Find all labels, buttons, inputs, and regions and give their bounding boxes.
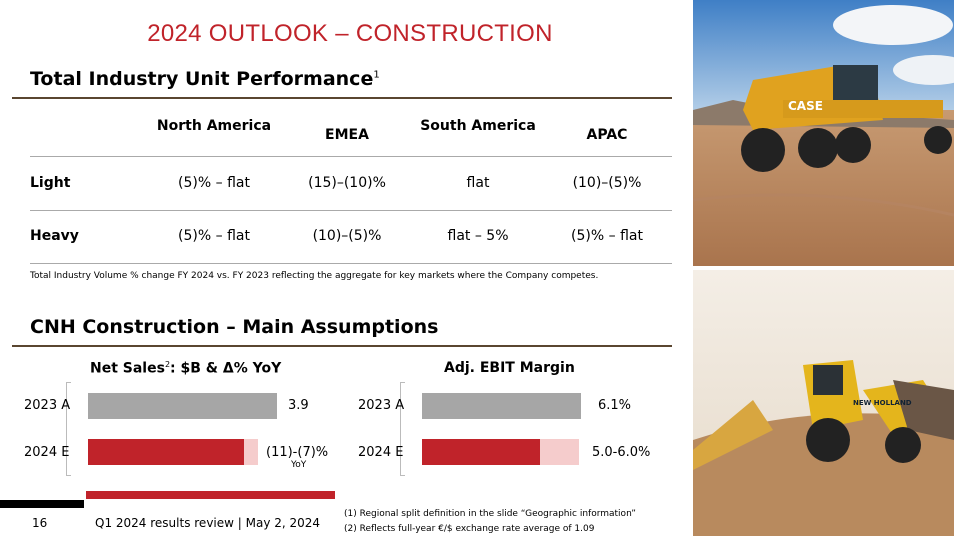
data-sublabel: YoY — [291, 460, 307, 470]
footnote-2: (2) Reflects full-year €/$ exchange rate… — [344, 524, 595, 534]
net-sales-title: Net Sales2: $B & Δ% YoY — [90, 360, 281, 377]
bar-2024-estimate — [88, 439, 244, 465]
footnote-1: (1) Regional split definition in the sli… — [344, 509, 636, 519]
new-holland-logo: NEW HOLLAND — [853, 399, 912, 407]
divider — [30, 263, 672, 264]
table-note: Total Industry Volume % change FY 2024 v… — [30, 271, 599, 281]
divider — [30, 156, 672, 157]
chart-axis — [66, 382, 71, 476]
footnote-ref: 2 — [164, 360, 171, 369]
cell: (10)–(5)% — [572, 175, 642, 191]
chart-title: Net Sales — [90, 360, 165, 377]
slide-title: 2024 OUTLOOK – CONSTRUCTION — [147, 20, 553, 47]
footer-bar-black — [0, 500, 84, 508]
bar-2023-actual — [88, 393, 277, 419]
photo-new-holland-loader: NEW HOLLAND — [693, 270, 954, 536]
footer-bar-red — [86, 491, 335, 499]
ebit-title: Adj. EBIT Margin — [444, 360, 575, 376]
data-label: 6.1% — [598, 398, 632, 413]
cell: flat – 5% — [447, 228, 509, 244]
col-north-america: North America — [156, 118, 272, 134]
data-label: 3.9 — [288, 398, 309, 413]
cell: (15)–(10)% — [308, 175, 386, 191]
row-label-heavy: Heavy — [30, 228, 79, 244]
row-label-light: Light — [30, 175, 71, 191]
photo-case-grader: CASE — [693, 0, 954, 266]
assumptions-heading: CNH Construction – Main Assumptions — [30, 316, 439, 338]
col-apac: APAC — [586, 127, 628, 143]
footer-event: Q1 2024 results review | May 2, 2024 — [95, 516, 321, 530]
cell: (5)% – flat — [571, 228, 643, 244]
data-label: (11)-(7)% — [266, 445, 329, 460]
heading-rule — [12, 97, 672, 99]
category-label: 2024 E — [24, 445, 70, 460]
footnote-ref: 1 — [373, 69, 380, 81]
col-emea: EMEA — [325, 127, 369, 143]
page-number: 16 — [32, 516, 48, 530]
category-label: 2023 A — [358, 398, 405, 413]
heading-rule — [12, 345, 672, 347]
bar-2024-estimate — [422, 439, 540, 465]
divider — [30, 210, 672, 211]
category-label: 2023 A — [24, 398, 71, 413]
data-label: 5.0-6.0% — [592, 445, 651, 460]
industry-heading: Total Industry Unit Performance1 — [30, 68, 380, 90]
col-south-america: South America — [420, 118, 536, 134]
chart-axis — [400, 382, 405, 476]
industry-heading-text: Total Industry Unit Performance — [30, 68, 374, 90]
category-label: 2024 E — [358, 445, 404, 460]
case-logo: CASE — [788, 99, 823, 113]
cell: (5)% – flat — [178, 175, 250, 191]
chart-title-rest: : $B & Δ% YoY — [170, 360, 282, 377]
cell: (10)–(5)% — [312, 228, 382, 244]
cell: flat — [466, 175, 490, 191]
cell: (5)% – flat — [178, 228, 250, 244]
bar-2023-actual — [422, 393, 581, 419]
